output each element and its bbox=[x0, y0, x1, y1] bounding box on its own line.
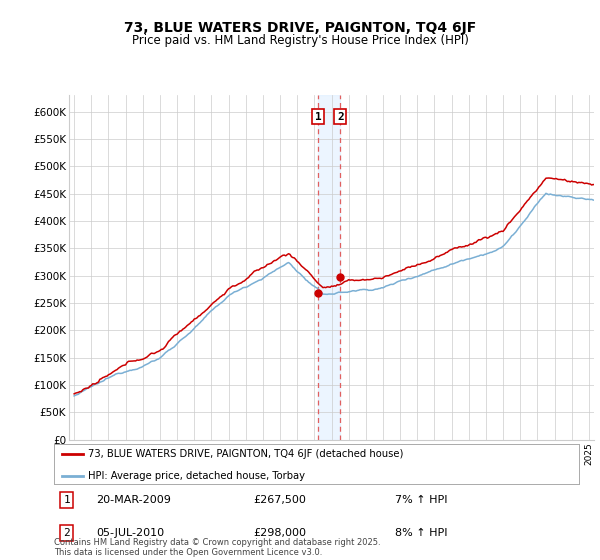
Text: 1: 1 bbox=[315, 111, 322, 122]
Text: £267,500: £267,500 bbox=[254, 495, 307, 505]
Text: 1: 1 bbox=[64, 495, 70, 505]
Text: Contains HM Land Registry data © Crown copyright and database right 2025.
This d: Contains HM Land Registry data © Crown c… bbox=[54, 538, 380, 557]
Text: 73, BLUE WATERS DRIVE, PAIGNTON, TQ4 6JF (detached house): 73, BLUE WATERS DRIVE, PAIGNTON, TQ4 6JF… bbox=[88, 449, 404, 459]
Text: Price paid vs. HM Land Registry's House Price Index (HPI): Price paid vs. HM Land Registry's House … bbox=[131, 34, 469, 46]
Text: 2: 2 bbox=[64, 528, 70, 538]
Text: 05-JUL-2010: 05-JUL-2010 bbox=[96, 528, 164, 538]
Text: HPI: Average price, detached house, Torbay: HPI: Average price, detached house, Torb… bbox=[88, 470, 305, 480]
Bar bbox=[318, 95, 340, 440]
Text: 2: 2 bbox=[337, 111, 344, 122]
Text: 8% ↑ HPI: 8% ↑ HPI bbox=[395, 528, 448, 538]
Text: 73, BLUE WATERS DRIVE, PAIGNTON, TQ4 6JF: 73, BLUE WATERS DRIVE, PAIGNTON, TQ4 6JF bbox=[124, 21, 476, 35]
Text: £298,000: £298,000 bbox=[254, 528, 307, 538]
Text: 7% ↑ HPI: 7% ↑ HPI bbox=[395, 495, 448, 505]
Text: 20-MAR-2009: 20-MAR-2009 bbox=[96, 495, 171, 505]
